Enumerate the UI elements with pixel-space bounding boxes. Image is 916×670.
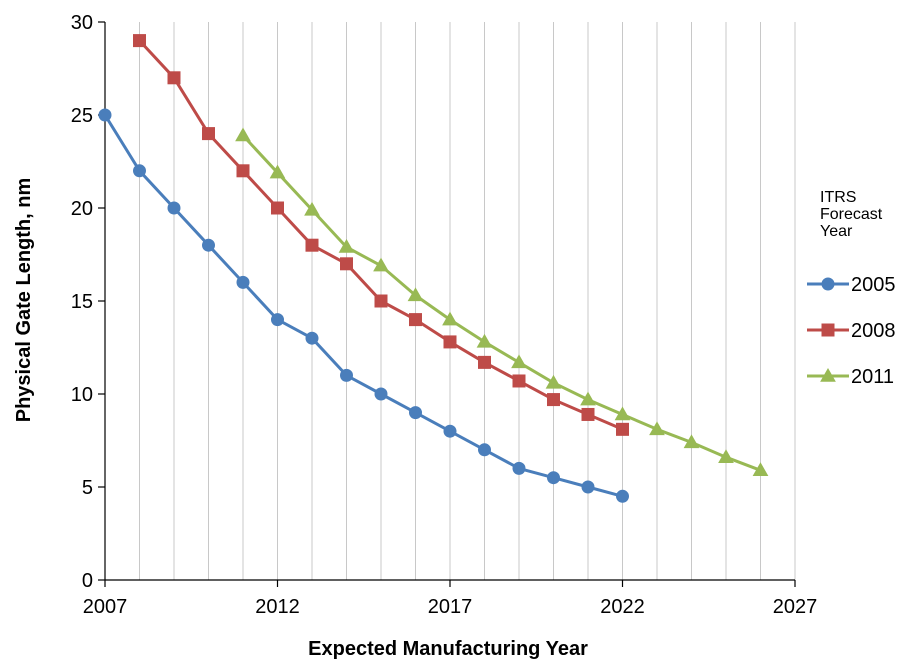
legend-marker-icon — [821, 323, 835, 337]
data-point — [547, 471, 560, 485]
data-point — [581, 407, 595, 421]
x-tick-label: 2007 — [83, 596, 128, 618]
data-point — [373, 257, 389, 272]
data-point — [236, 164, 250, 178]
data-point — [616, 422, 629, 436]
data-point — [305, 238, 319, 252]
data-point — [683, 434, 700, 449]
data-point — [409, 313, 422, 327]
data-point — [409, 406, 422, 420]
data-point — [478, 355, 491, 369]
series-line — [103, 114, 623, 498]
data-point — [374, 294, 388, 308]
series-line — [241, 134, 762, 472]
legend-title-line: Year — [820, 223, 853, 240]
legend-label: 2008 — [851, 320, 896, 342]
data-point — [718, 449, 734, 463]
data-point — [407, 287, 424, 302]
tick-labels: 0 5 10 15 20 25 30 2007 2012 2017 2022 2027 — [71, 12, 818, 618]
legend-label: 2005 — [851, 274, 896, 296]
legend-title-line: Forecast — [820, 206, 883, 223]
data-point — [511, 354, 527, 369]
series-2005 — [98, 108, 629, 503]
y-tick-label: 5 — [82, 477, 93, 499]
legend-marker-icon — [821, 277, 835, 291]
data-point — [304, 201, 320, 216]
legend-label: 2011 — [851, 366, 894, 388]
legend-title-line: ITRS — [820, 189, 856, 206]
data-point — [443, 335, 457, 349]
legend-item-2008: 2008 — [807, 320, 896, 342]
x-tick-label: 2027 — [773, 596, 818, 618]
data-point — [478, 443, 491, 457]
data-point — [581, 480, 595, 494]
y-axis-title: Physical Gate Length, nm — [13, 178, 35, 423]
data-point — [167, 201, 181, 215]
data-point — [580, 391, 596, 406]
axes — [98, 21, 796, 587]
x-tick-label: 2017 — [428, 596, 473, 618]
data-point — [133, 164, 146, 178]
data-point — [512, 461, 526, 475]
data-point — [476, 333, 493, 348]
y-tick-label: 30 — [71, 12, 93, 34]
series-2008 — [133, 34, 629, 436]
data-point — [443, 424, 457, 438]
data-point — [269, 164, 286, 179]
data-point — [305, 331, 319, 345]
legend-marker-icon — [820, 367, 836, 382]
data-point — [340, 257, 353, 271]
x-tick-label: 2012 — [255, 596, 300, 618]
data-point — [614, 406, 631, 421]
y-tick-label: 15 — [71, 291, 93, 313]
data-point — [752, 462, 769, 477]
data-point — [649, 421, 665, 436]
gridlines — [139, 22, 796, 580]
data-point — [442, 311, 458, 326]
data-point — [374, 387, 388, 401]
y-tick-label: 10 — [71, 384, 93, 406]
data-point — [167, 71, 181, 85]
series-2011 — [235, 127, 769, 477]
x-tick-label: 2022 — [600, 596, 645, 618]
data-point — [271, 313, 284, 327]
y-tick-label: 25 — [71, 105, 93, 127]
data-point — [236, 275, 250, 289]
y-tick-label: 0 — [82, 570, 93, 592]
data-point — [338, 239, 355, 253]
data-point — [98, 108, 112, 122]
data-point — [202, 127, 215, 141]
data-point — [547, 393, 560, 407]
series-group — [98, 34, 769, 503]
data-point — [512, 374, 526, 388]
data-point — [271, 201, 284, 215]
data-point — [340, 368, 353, 382]
legend-item-2011: 2011 — [807, 366, 894, 388]
legend-item-2005: 2005 — [807, 274, 896, 296]
data-point — [545, 374, 562, 389]
x-axis-title: Expected Manufacturing Year — [308, 638, 588, 660]
data-point — [616, 489, 629, 503]
data-point — [133, 34, 146, 48]
data-point — [202, 238, 215, 252]
data-point — [235, 127, 251, 142]
y-tick-label: 20 — [71, 198, 93, 220]
